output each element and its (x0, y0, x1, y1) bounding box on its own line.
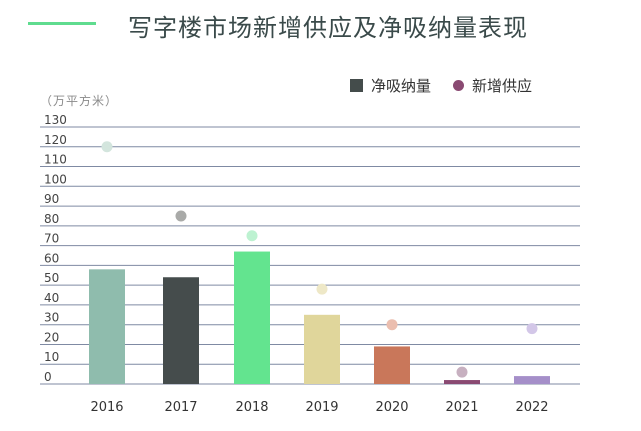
point-2021 (456, 366, 468, 378)
y-tick-label-70: 70 (44, 232, 59, 246)
chart-title: 写字楼市场新增供应及净吸纳量表现 (128, 14, 528, 42)
y-tick-label-0: 0 (44, 370, 52, 384)
point-2018 (246, 230, 258, 242)
legend-swatch-net-absorption (350, 79, 363, 92)
point-2019 (316, 283, 328, 295)
y-tick-label-60: 60 (44, 251, 59, 265)
legend-item-new-supply: 新增供应 (453, 75, 532, 96)
legend-label-net-absorption: 净吸纳量 (371, 77, 432, 95)
title-accent-line (28, 22, 96, 25)
bar-2019 (304, 314, 340, 384)
y-tick-label-10: 10 (44, 350, 59, 364)
bar-2022 (514, 376, 550, 384)
x-tick-label-2021: 2021 (445, 400, 478, 415)
y-tick-label-110: 110 (44, 153, 67, 167)
x-tick-label-2022: 2022 (515, 400, 548, 415)
y-tick-label-20: 20 (44, 330, 59, 344)
y-tick-label-40: 40 (44, 291, 59, 305)
bar-2016 (89, 269, 125, 384)
bar-2020 (374, 346, 410, 384)
point-2017 (175, 210, 187, 222)
legend: 净吸纳量 新增供应 (350, 75, 554, 96)
bar-2021 (444, 380, 480, 384)
point-2022 (526, 323, 538, 335)
x-tick-label-2018: 2018 (235, 400, 268, 415)
y-tick-label-130: 130 (44, 113, 67, 127)
legend-item-net-absorption: 净吸纳量 (350, 75, 431, 96)
legend-swatch-new-supply (453, 80, 465, 91)
y-axis-unit-label: （万平方米） (40, 94, 119, 108)
x-tick-label-2017: 2017 (164, 400, 197, 415)
bar-2017 (163, 277, 199, 384)
y-tick-label-120: 120 (44, 133, 67, 147)
legend-label-new-supply: 新增供应 (472, 77, 533, 95)
y-tick-label-80: 80 (44, 212, 59, 226)
bar-2018 (234, 251, 270, 384)
y-tick-label-100: 100 (44, 172, 67, 186)
y-tick-label-90: 90 (44, 192, 59, 206)
x-tick-label-2020: 2020 (375, 400, 408, 415)
point-2016 (101, 141, 113, 153)
x-tick-label-2019: 2019 (305, 400, 338, 415)
x-tick-label-2016: 2016 (90, 400, 123, 415)
point-2020 (386, 319, 398, 331)
y-tick-label-30: 30 (44, 311, 59, 325)
y-tick-label-50: 50 (44, 271, 59, 285)
